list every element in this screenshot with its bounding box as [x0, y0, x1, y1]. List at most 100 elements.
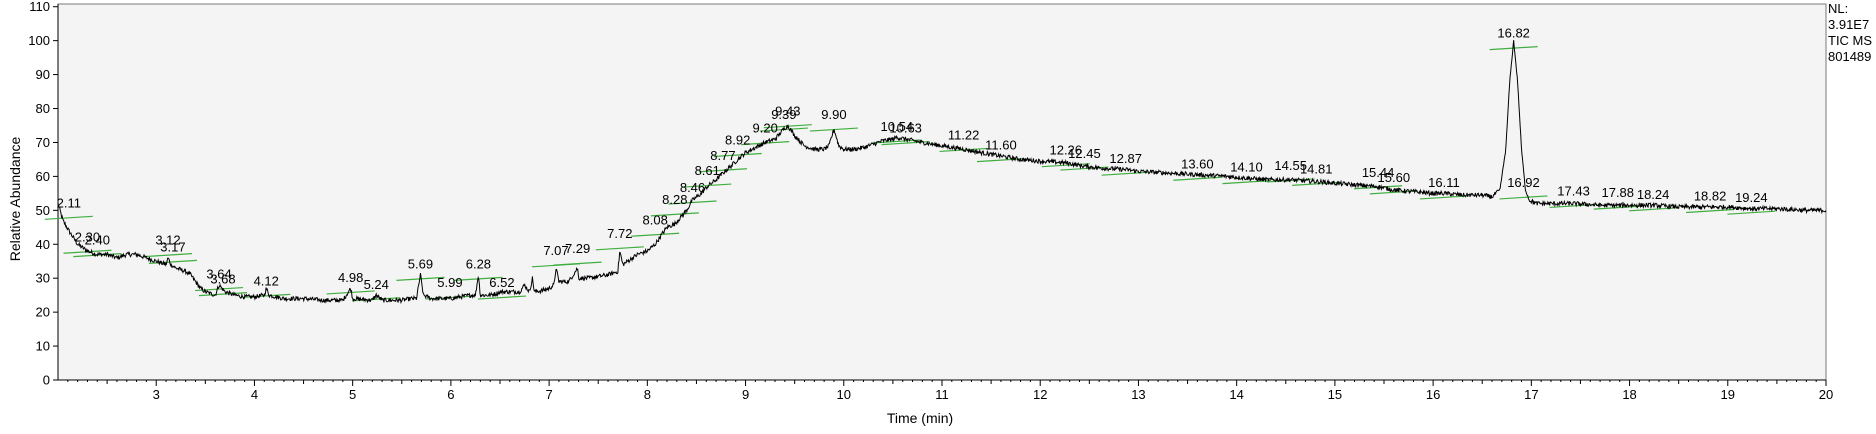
peak-baseline-mark: [1041, 163, 1090, 168]
peak-baseline-mark: [939, 147, 988, 153]
peak-baseline-mark: [1549, 203, 1598, 209]
peak-baseline-mark: [477, 295, 527, 300]
peak-label: 6.52: [489, 275, 514, 290]
plot-area: [57, 3, 1827, 381]
peak-label: 4.98: [338, 270, 363, 285]
peak-label: 16.11: [1428, 175, 1460, 190]
header-line-nl: NL:: [1828, 1, 1848, 16]
x-tick-label: 17: [1524, 387, 1538, 402]
peak-baseline-mark: [1489, 46, 1538, 51]
x-tick-label: 16: [1426, 387, 1440, 402]
peak-label: 12.87: [1109, 151, 1142, 166]
x-tick-label: 5: [349, 387, 356, 402]
x-axis-title: Time (min): [887, 410, 953, 426]
peak-baseline-mark: [698, 168, 748, 173]
peak-baseline-mark: [1593, 205, 1642, 210]
peak-baseline-mark: [1629, 207, 1678, 212]
peak-label: 10.63: [889, 121, 922, 136]
peak-label: 4.12: [254, 273, 279, 288]
header-line-scan-type: TIC MS: [1828, 33, 1872, 48]
x-axis-ticks: 3 4 5 6 7 8 9 10 11 12 13 14 15 16 17 18 19 20: [67, 380, 1833, 402]
y-tick-label: 80: [36, 101, 50, 116]
x-tick-label: 6: [447, 387, 454, 402]
y-tick-label: 110: [29, 0, 50, 14]
peak-label: 8.28: [662, 192, 687, 207]
x-tick-label: 15: [1328, 387, 1342, 402]
peak-baseline-mark: [1686, 208, 1735, 214]
peak-label: 5.24: [364, 277, 389, 292]
y-tick-label: 90: [36, 67, 50, 82]
peak-label: 14.81: [1300, 161, 1333, 176]
peak-baseline-mark: [1727, 210, 1776, 215]
peak-baseline-mark: [44, 215, 93, 220]
peak-label: 13.60: [1181, 156, 1214, 171]
peak-label: 2.40: [85, 233, 110, 248]
peak-label: 8.46: [680, 180, 705, 195]
x-tick-label: 14: [1229, 387, 1243, 402]
y-tick-label: 70: [36, 135, 50, 150]
peak-label: 9.39: [771, 107, 796, 122]
peak-baseline-mark: [650, 212, 699, 217]
x-tick-label: 7: [545, 387, 552, 402]
peak-label: 7.72: [607, 226, 632, 241]
peak-label: 9.43: [775, 104, 800, 119]
peak-baseline-mark: [1173, 176, 1222, 181]
y-tick-label: 0: [43, 373, 50, 388]
peak-label: 3.17: [160, 239, 185, 254]
x-tick-label: 4: [251, 387, 258, 402]
peak-baseline-mark: [713, 152, 762, 158]
peak-baseline-mark: [976, 158, 1025, 163]
x-tick-label: 3: [153, 387, 160, 402]
peak-label: 16.82: [1497, 26, 1530, 41]
peak-baseline-mark: [1101, 171, 1150, 176]
peak-baseline-mark: [683, 183, 732, 188]
x-tick-label: 8: [644, 387, 651, 402]
x-tick-label: 11: [935, 387, 949, 402]
peak-baseline-mark: [631, 232, 680, 237]
peak-baseline-mark: [553, 261, 602, 266]
peak-label: 8.08: [643, 212, 668, 227]
x-tick-label: 10: [837, 387, 851, 402]
peak-label: 9.20: [753, 121, 778, 136]
x-tick-label: 13: [1131, 387, 1145, 402]
peak-label: 7.29: [565, 241, 590, 256]
y-axis-title: Relative Abundance: [7, 137, 23, 262]
y-tick-label: 30: [36, 271, 50, 286]
x-tick-label: 20: [1819, 387, 1833, 402]
peak-label: 14.55: [1274, 158, 1307, 173]
scan-header-info: NL: 3.91E7 TIC MS 801489: [1828, 1, 1872, 64]
tic-trace-line: [57, 40, 1827, 305]
peak-label: 5.99: [437, 275, 462, 290]
peak-label: 2.11: [57, 195, 81, 210]
peak-label: 12.45: [1068, 146, 1101, 161]
peak-label: 11.22: [948, 127, 980, 142]
y-tick-label: 20: [36, 305, 50, 320]
peak-label: 18.24: [1637, 187, 1670, 202]
peak-label: 14.10: [1230, 160, 1263, 175]
peak-label: 17.43: [1557, 183, 1590, 198]
peak-label: 17.88: [1601, 185, 1634, 200]
x-tick-label: 12: [1033, 387, 1047, 402]
y-axis-ticks: 0 10 20 30 40 50 60 70 80 90 100 110: [28, 0, 58, 388]
peak-label: 5.69: [408, 256, 433, 271]
header-line-sample-id: 801489: [1828, 49, 1871, 64]
peak-label: 2.30: [75, 229, 100, 244]
peak-label: 19.24: [1735, 190, 1768, 205]
y-tick-label: 10: [36, 339, 50, 354]
peak-label: 8.61: [695, 163, 720, 178]
peak-baseline-mark: [1222, 180, 1271, 185]
y-tick-label: 40: [36, 237, 50, 252]
peak-baseline-mark: [668, 200, 717, 205]
peak-label: 8.92: [725, 133, 750, 148]
x-tick-label: 9: [742, 387, 749, 402]
peak-baseline-mark: [595, 246, 644, 251]
y-tick-label: 100: [28, 33, 50, 48]
peak-baseline-mark: [1499, 195, 1548, 200]
peak-label: 10.54: [881, 119, 914, 134]
peak-label: 7.07: [543, 243, 568, 258]
peak-baseline-mark: [1419, 195, 1468, 200]
peak-baseline-mark: [881, 141, 930, 146]
peak-label: 12.26: [1049, 143, 1082, 158]
